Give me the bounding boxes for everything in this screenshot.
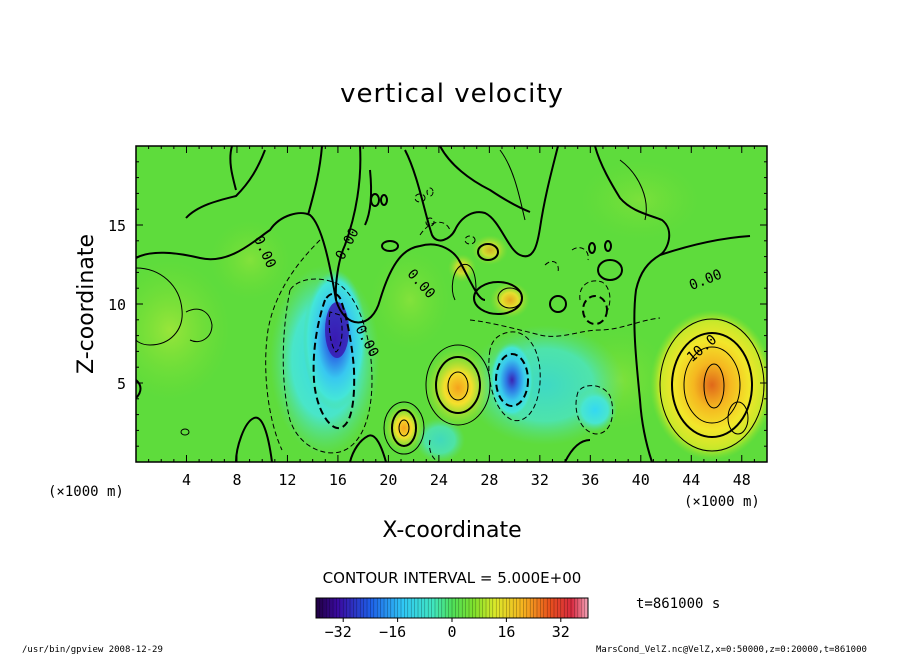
x-tick-label: 28 <box>480 471 498 489</box>
colorbar-ticks: −32 −16 0 16 32 <box>325 618 570 641</box>
x-tick-label: 20 <box>379 471 397 489</box>
x-tick-label: 48 <box>733 471 751 489</box>
time-label: t=861000 s <box>636 596 720 612</box>
x-tick-label: 12 <box>278 471 296 489</box>
contour-interval-label: CONTOUR INTERVAL = 5.000E+00 <box>323 569 582 587</box>
x-tick-label: 4 <box>182 471 191 489</box>
colorbar-tick-label: 0 <box>447 623 456 641</box>
colorbar-tick-label: 16 <box>497 623 515 641</box>
x-axis-label: X-coordinate <box>382 518 521 543</box>
x-tick-label: 36 <box>581 471 599 489</box>
y-tick-label: 5 <box>117 375 126 393</box>
x-tick-label: 44 <box>682 471 700 489</box>
x-tick-label: 8 <box>232 471 241 489</box>
colorbar-stripes <box>319 598 585 618</box>
plot-field: 0.00 0.00 0.00 0.00 0.00 10.0 <box>136 146 767 462</box>
colorbar-tick-label: −32 <box>325 623 352 641</box>
footer-left: /usr/bin/gpview 2008-12-29 <box>22 645 163 654</box>
y-axis-label: Z-coordinate <box>74 234 99 374</box>
x-tick-label: 40 <box>632 471 650 489</box>
x-tick-label: 24 <box>430 471 448 489</box>
colorbar-tick-label: −16 <box>379 623 406 641</box>
chart-title: vertical velocity <box>340 79 564 109</box>
y-tick-label: 10 <box>108 296 126 314</box>
x-unit-left: (×1000 m) <box>48 484 124 500</box>
y-tick-label: 15 <box>108 217 126 235</box>
x-unit-right: (×1000 m) <box>684 494 760 510</box>
x-tick-label: 32 <box>531 471 549 489</box>
footer-right: MarsCond_VelZ.nc@VelZ,x=0:50000,z=0:2000… <box>596 645 867 654</box>
x-tick-label: 16 <box>329 471 347 489</box>
colorbar-tick-label: 32 <box>552 623 570 641</box>
